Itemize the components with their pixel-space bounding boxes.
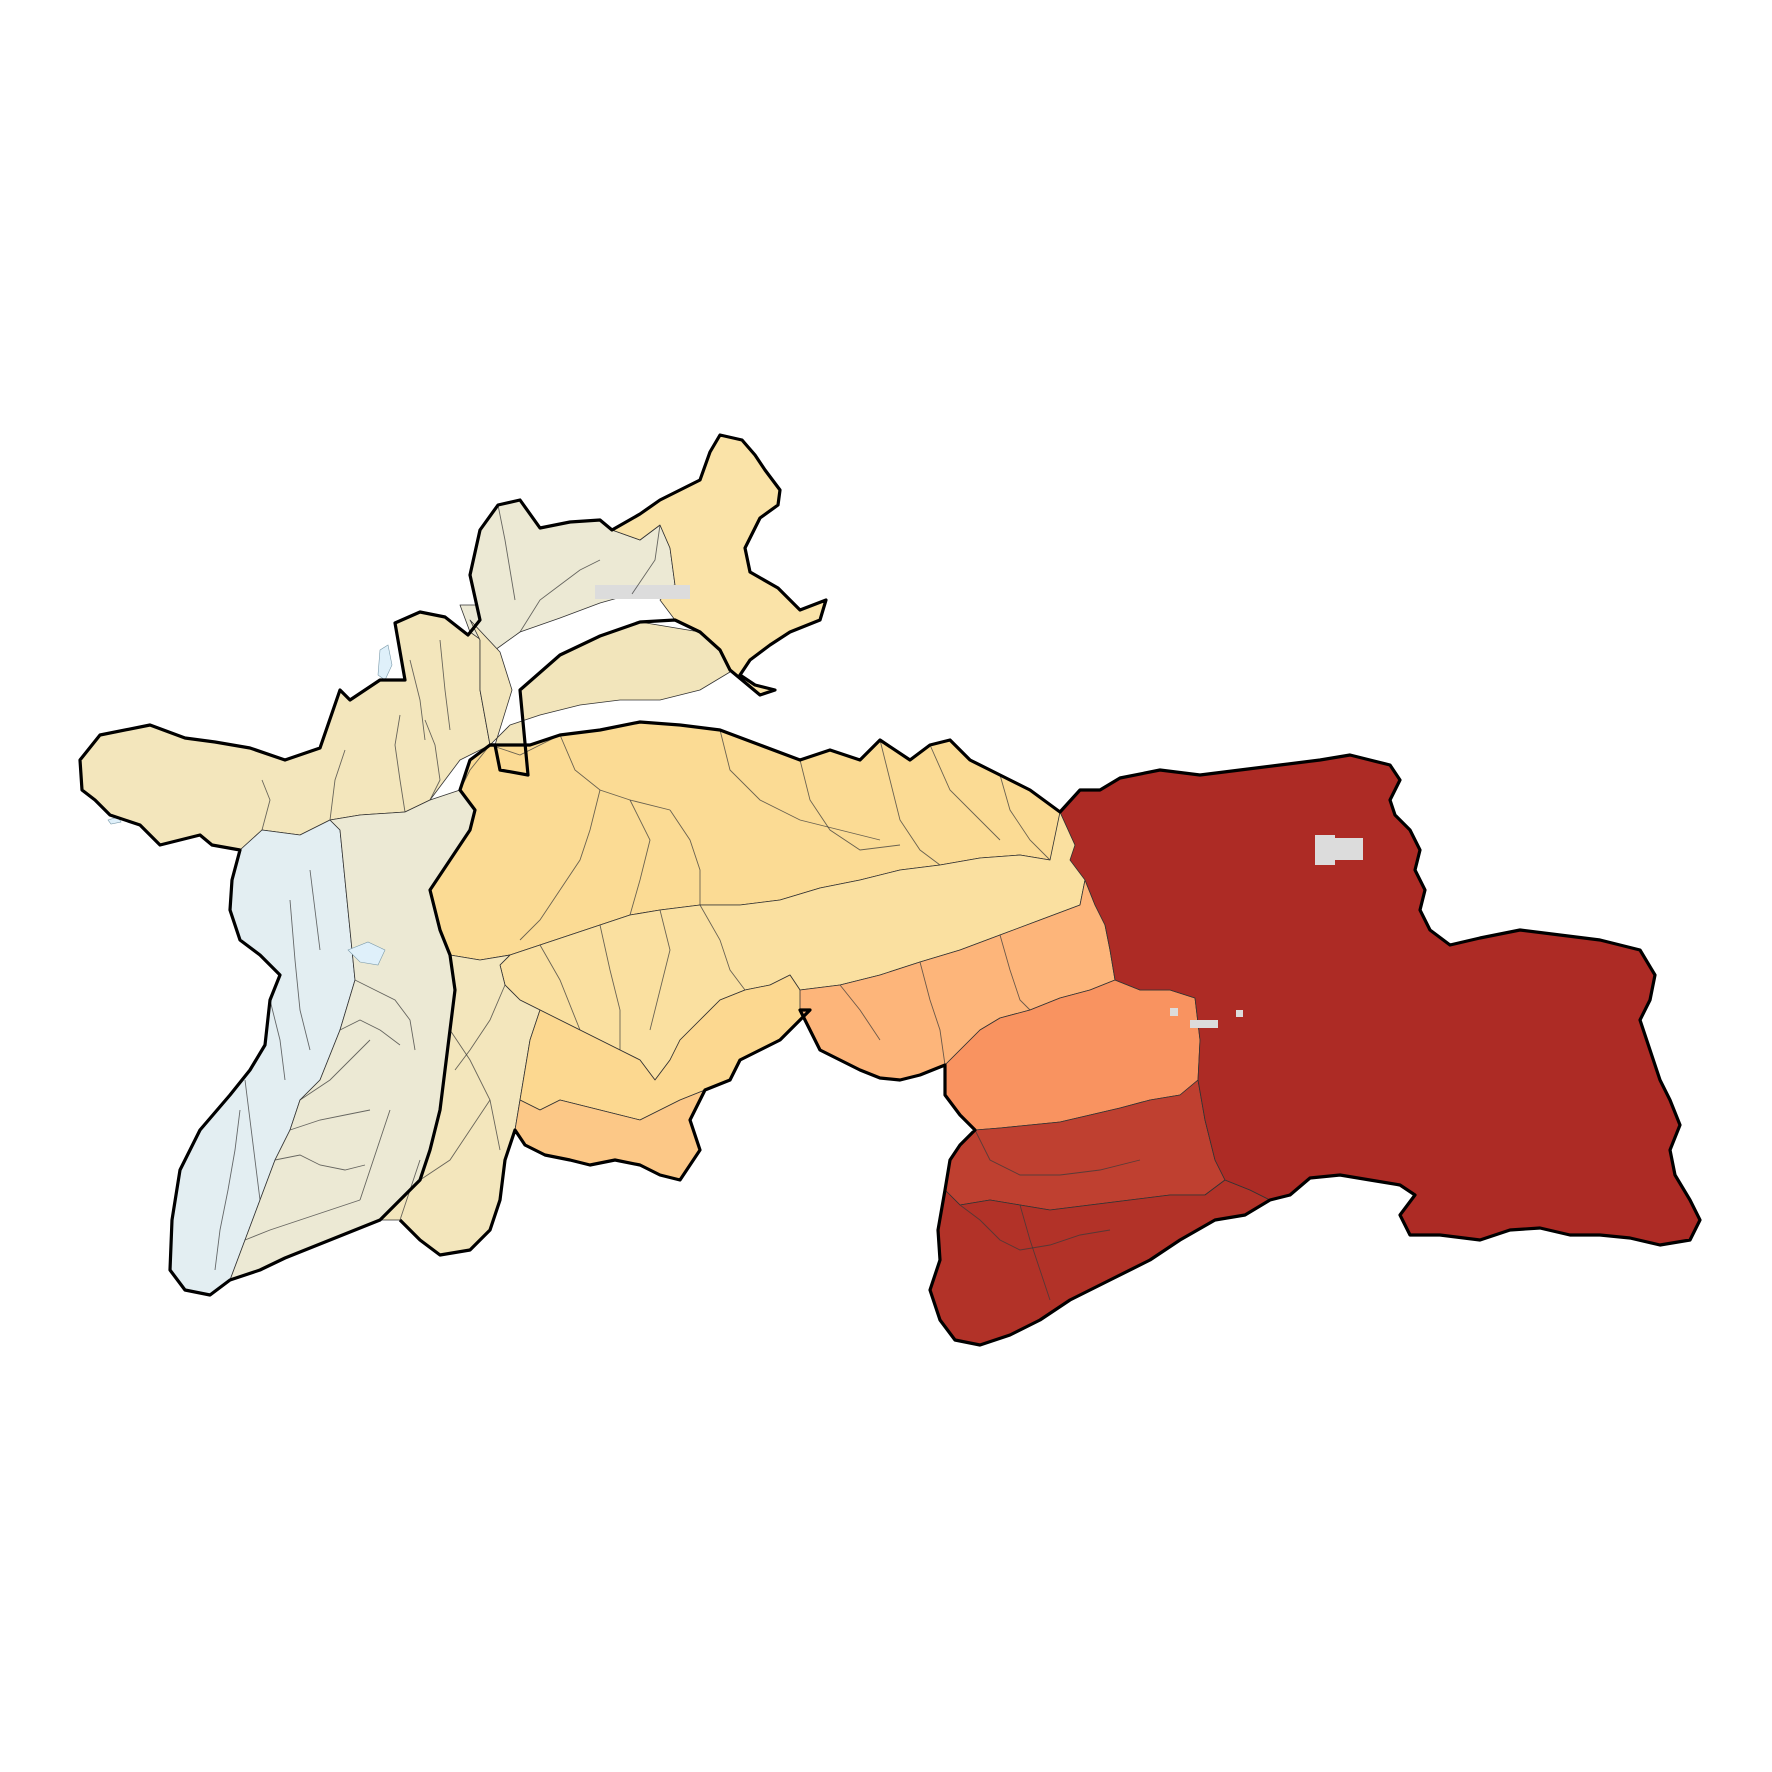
lake-feature — [377, 644, 393, 681]
no-data-patch — [1315, 835, 1335, 865]
district-boundaries — [214, 504, 1141, 1301]
country-border — [398, 720, 1702, 1347]
no-data-patch — [595, 585, 690, 599]
country-border — [78, 433, 828, 1297]
no-data-patch — [1190, 1020, 1218, 1028]
lake-feature — [347, 941, 386, 966]
no-data-patch — [1170, 1008, 1178, 1016]
no-data-patch — [1236, 1010, 1243, 1017]
region-gbao-south — [929, 1179, 1271, 1346]
no-data-patch — [1335, 838, 1363, 860]
